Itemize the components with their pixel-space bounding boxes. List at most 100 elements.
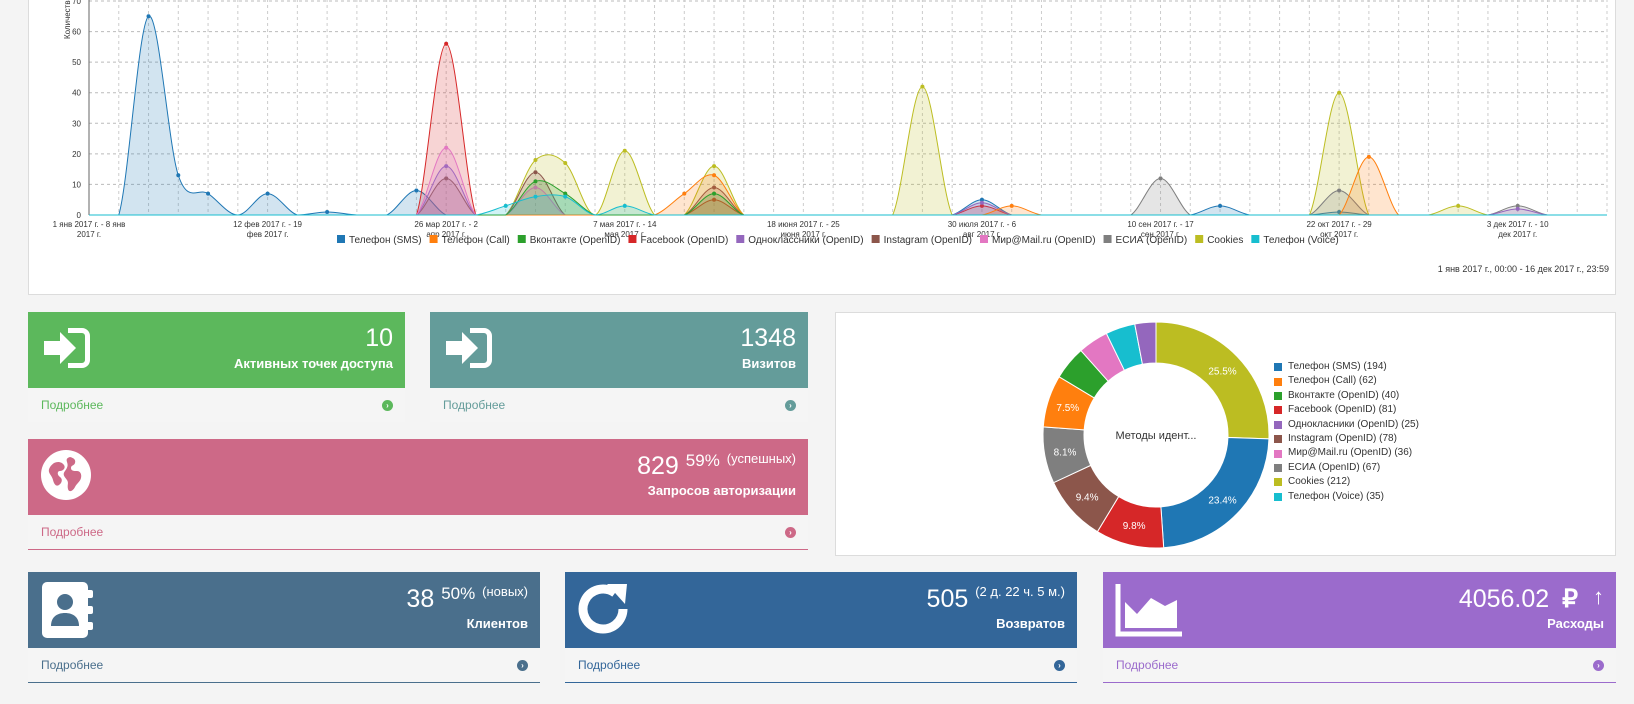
data-point[interactable] [979, 203, 984, 208]
data-point[interactable] [712, 173, 717, 178]
data-point[interactable] [1218, 203, 1223, 208]
data-point[interactable] [533, 194, 538, 199]
data-point[interactable] [563, 194, 568, 199]
legend-label: ЕСИА (OpenID) [1116, 235, 1188, 246]
data-point[interactable] [146, 14, 151, 19]
data-point[interactable] [206, 191, 211, 196]
data-point[interactable] [176, 173, 181, 178]
data-point[interactable] [444, 176, 449, 181]
data-point[interactable] [1366, 154, 1371, 159]
data-point[interactable] [1337, 209, 1342, 214]
x-tick-label: 18 июня 2017 г. - 25 [767, 220, 840, 229]
access-points-more-link[interactable]: Подробнее › [28, 388, 405, 422]
x-tick-label: 26 мар 2017 г. - 2 [414, 220, 478, 229]
tile-auth-header: 829 59% (успешных) Запросов авторизации [28, 439, 808, 515]
data-point[interactable] [414, 188, 419, 193]
data-point[interactable] [1515, 203, 1520, 208]
legend-item[interactable]: Instagram (OpenID) [871, 235, 972, 246]
data-point[interactable] [325, 209, 330, 214]
data-point[interactable] [533, 185, 538, 190]
donut-legend-item[interactable]: Однокласники (OpenID) (25) [1274, 418, 1419, 432]
returns-caption: Возвратов [996, 616, 1065, 631]
expenses-more-link[interactable]: Подробнее › [1103, 648, 1616, 682]
data-point[interactable] [533, 179, 538, 184]
donut-legend-item[interactable]: Телефон (SMS) (194) [1274, 360, 1419, 374]
legend-label: Instagram (OpenID) (78) [1288, 433, 1397, 445]
arrow-circle-right-icon: › [785, 399, 796, 411]
legend-item[interactable]: Телефон (Voice) [1251, 234, 1339, 246]
legend-swatch [1274, 363, 1282, 372]
series-line [88, 194, 1607, 216]
data-point[interactable] [1009, 203, 1014, 208]
auth-more-link[interactable]: Подробнее › [28, 515, 808, 549]
donut-legend-item[interactable]: Facebook (OpenID) (81) [1274, 403, 1419, 417]
legend-swatch [871, 235, 880, 243]
data-point[interactable] [979, 200, 984, 205]
legend-item[interactable]: Мир@Mail.ru (OpenID) [980, 235, 1096, 246]
y-tick-label: 0 [77, 211, 82, 220]
data-point[interactable] [563, 191, 568, 196]
data-point[interactable] [1158, 176, 1163, 181]
arrow-up-icon: ↑ [1593, 584, 1604, 609]
data-point[interactable] [533, 170, 538, 175]
data-point[interactable] [503, 203, 508, 208]
legend-swatch [429, 235, 438, 243]
data-point[interactable] [444, 41, 449, 46]
donut-legend-item[interactable]: Телефон (Voice) (35) [1274, 490, 1419, 504]
donut-legend-item[interactable]: Вконтакте (OpenID) (40) [1274, 389, 1419, 403]
data-point[interactable] [444, 164, 449, 169]
data-point[interactable] [563, 161, 568, 166]
legend-item[interactable]: ЕСИА (OpenID) [1103, 235, 1188, 246]
tile-returns-header: 505 (2 д. 22 ч. 5 м.) Возвратов [565, 572, 1077, 648]
address-book-icon [40, 582, 94, 643]
donut-legend-item[interactable]: Телефон (Call) (62) [1274, 374, 1419, 388]
legend-item[interactable]: Одноклассники (OpenID) [736, 235, 864, 246]
clients-more-link[interactable]: Подробнее › [28, 648, 540, 682]
returns-duration: (2 д. 22 ч. 5 м.) [975, 584, 1065, 599]
data-point[interactable] [1515, 206, 1520, 211]
data-point[interactable] [682, 191, 687, 196]
data-point[interactable] [533, 157, 538, 162]
tile-access-points-header: 10 Активных точек доступа [28, 312, 405, 388]
donut-slice[interactable] [1155, 321, 1270, 440]
legend-item[interactable]: Cookies [1195, 235, 1243, 246]
legend-item[interactable]: Телефон (Call) [429, 234, 510, 246]
legend-label: Вконтакте (OpenID) [530, 235, 621, 246]
arrow-circle-right-icon: › [517, 659, 528, 671]
donut-legend-item[interactable]: Cookies (212) [1274, 475, 1419, 489]
legend-item[interactable]: Вконтакте (OpenID) [517, 235, 621, 246]
data-point[interactable] [979, 197, 984, 202]
tile-visits-header: 1348 Визитов [430, 312, 808, 388]
x-tick-label: 2017 г. [77, 230, 101, 239]
donut-legend-item[interactable]: Instagram (OpenID) (78) [1274, 432, 1419, 446]
data-point[interactable] [712, 197, 717, 202]
data-point[interactable] [265, 191, 270, 196]
legend-item[interactable]: Телефон (SMS) [337, 234, 422, 246]
y-tick-label: 20 [72, 150, 81, 159]
returns-more-link[interactable]: Подробнее › [565, 648, 1077, 682]
y-tick-label: 10 [72, 180, 81, 189]
data-point[interactable] [1456, 203, 1461, 208]
legend-swatch [1274, 435, 1282, 444]
tile-expenses-header: 4056.02 ₽ ↑ Расходы [1103, 572, 1616, 648]
data-point[interactable] [622, 203, 627, 208]
data-point[interactable] [1337, 90, 1342, 95]
donut-slice[interactable] [1160, 436, 1270, 549]
data-point[interactable] [622, 148, 627, 153]
legend-item[interactable]: Facebook (OpenID) [628, 235, 728, 246]
legend-label: Одноклассники (OpenID) [748, 235, 863, 246]
data-point[interactable] [920, 84, 925, 89]
legend-label: Мир@Mail.ru (OpenID) (36) [1288, 447, 1413, 459]
data-point[interactable] [712, 191, 717, 196]
x-tick-label: окт 2017 г. [1320, 230, 1358, 239]
data-point[interactable] [712, 164, 717, 169]
globe-icon [40, 449, 92, 506]
donut-legend-item[interactable]: Мир@Mail.ru (OpenID) (36) [1274, 446, 1419, 460]
legend-label: Телефон (SMS) [349, 234, 422, 246]
donut-slice[interactable] [1134, 321, 1157, 365]
visits-more-link[interactable]: Подробнее › [430, 388, 808, 422]
data-point[interactable] [1337, 188, 1342, 193]
data-point[interactable] [712, 185, 717, 190]
donut-legend-item[interactable]: ЕСИА (OpenID) (67) [1274, 461, 1419, 475]
data-point[interactable] [444, 145, 449, 150]
